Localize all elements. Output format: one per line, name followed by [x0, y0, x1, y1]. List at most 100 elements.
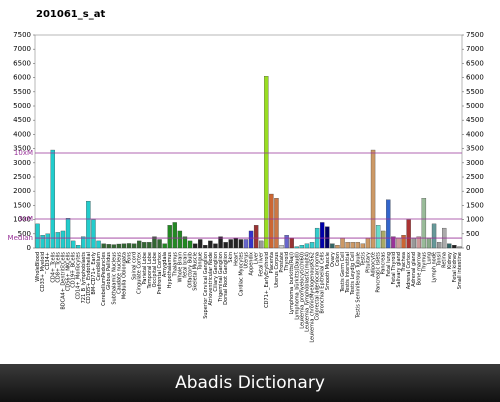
bar [457, 246, 462, 249]
x-tick-label: Lymphoma_burkitts(Daudi) [294, 252, 300, 320]
x-tick-label: CD33+_Myeloid [40, 252, 46, 292]
x-tick-label: Uterus Corpus [274, 252, 280, 288]
bar [86, 200, 91, 249]
x-tick-label: Trigeminal Ganglion [218, 252, 224, 303]
x-tick-label: Colon [335, 252, 341, 266]
x-tick-label: Cerebellum [96, 252, 102, 281]
x-tick-label: Occipital Lobe [152, 252, 158, 287]
x-tick-label: Pons [127, 252, 133, 264]
x-tick-label: Heart [233, 252, 239, 266]
y2-tick-label: 2500 [466, 173, 484, 181]
bar [330, 243, 335, 249]
x-tick-label: Leukemia_chronicMyelogenousK562 [310, 252, 316, 343]
reference-label: 10xM [14, 149, 33, 157]
y2-tick-label: 2000 [466, 187, 484, 195]
bar [452, 245, 457, 249]
bar [259, 240, 264, 249]
x-tick-label: Uterus [243, 252, 249, 269]
y2-tick-label: 7500 [466, 31, 484, 39]
bar [386, 199, 391, 249]
bar [396, 237, 401, 249]
x-tick-label: Fetal liver [259, 251, 265, 276]
bar [391, 236, 396, 249]
bar [340, 237, 345, 249]
y2-tick-label: 7000 [466, 45, 484, 53]
x-tick-label: Adipocyte [371, 252, 377, 277]
bar [50, 149, 55, 249]
bar [157, 239, 162, 249]
bar [381, 230, 386, 249]
x-tick-label: Lymphoma_burkitts(Raji) [289, 252, 295, 314]
bar [111, 244, 116, 249]
y2-tick-label: 5000 [466, 102, 484, 110]
x-tick-label: Pituitary [365, 252, 371, 273]
bar [116, 243, 122, 249]
x-tick-label: Amygdala [162, 252, 168, 277]
reference-label: Median [8, 234, 33, 242]
x-tick-label: Tongue [198, 252, 204, 271]
y-tick-label: 3000 [13, 159, 31, 167]
bar [40, 235, 45, 249]
x-tick-label: Atrioventricular Node [208, 252, 214, 305]
x-tick-label: Spinal cord [132, 252, 138, 280]
x-tick-label: Fetal lung [386, 252, 392, 277]
x-tick-label: Smooth Muscle [325, 252, 331, 290]
bar [218, 236, 223, 249]
bar [299, 245, 305, 249]
bar [121, 243, 127, 249]
x-tick-label: 721_B_lymphoblasts [81, 252, 87, 304]
y2-tick-label: 1500 [466, 201, 484, 209]
x-tick-label: Temporal Lobe [147, 252, 153, 290]
y-tick-label: 7000 [13, 45, 31, 53]
bar [447, 243, 452, 249]
x-tick-label: Cingulate Cortex [137, 252, 143, 294]
x-tick-label: Leukemia_promyelocytic(hl60) [299, 252, 305, 329]
x-tick-label: Thyroid [284, 252, 290, 272]
bar [325, 226, 330, 249]
x-tick-label: CD34+ [45, 252, 51, 270]
y-tick-label: 1000 [13, 216, 31, 224]
bar [65, 218, 71, 249]
x-tick-label: CD19+_BCells [71, 252, 77, 288]
bar [243, 239, 249, 249]
bar [421, 198, 427, 249]
x-tick-label: Retina [442, 252, 448, 268]
bar [152, 236, 157, 249]
y2-tick-label: 3500 [466, 145, 484, 153]
bar [91, 219, 96, 249]
x-tick-label: Pancreatic Islets [376, 252, 382, 293]
bar [187, 240, 193, 249]
bar [274, 198, 279, 249]
x-tick-label: Testis Interstitial [345, 252, 351, 294]
x-tick-label: Appendix [249, 252, 255, 276]
bar [375, 225, 381, 249]
bar [203, 245, 208, 249]
bar [208, 240, 213, 249]
bar [335, 245, 340, 249]
y-tick-label: 5000 [13, 102, 31, 110]
x-tick-label: Lung [426, 252, 432, 264]
y2-tick-label: 500 [466, 230, 479, 238]
bar [167, 225, 172, 249]
x-tick-label: Bronchial Epithelial Cells [320, 252, 326, 314]
x-tick-label: Kidney [447, 252, 453, 269]
x-tick-label: Prostate [279, 252, 285, 273]
x-tick-label: CD71+_EarlyErythroid [264, 252, 270, 308]
bar [60, 230, 66, 249]
bar [289, 237, 294, 249]
y2-tick-label: 4000 [466, 130, 484, 138]
bar [431, 223, 437, 249]
bar [147, 242, 152, 249]
x-tick-label: Superior Cervical Ganglion [203, 252, 209, 319]
bar [411, 237, 416, 249]
bar [76, 245, 81, 249]
y-tick-label: 6500 [13, 59, 31, 67]
y2-tick-label: 1000 [466, 216, 484, 224]
bar [137, 240, 142, 249]
x-tick-label: Small intestine [457, 252, 463, 289]
bar [70, 240, 76, 249]
x-tick-label: Parietal Lobe [142, 252, 148, 284]
x-tick-label: CerebellumPeduncles [101, 252, 107, 306]
x-tick-label: Trachea [401, 252, 407, 273]
x-tick-label: Thalamus [172, 252, 178, 278]
